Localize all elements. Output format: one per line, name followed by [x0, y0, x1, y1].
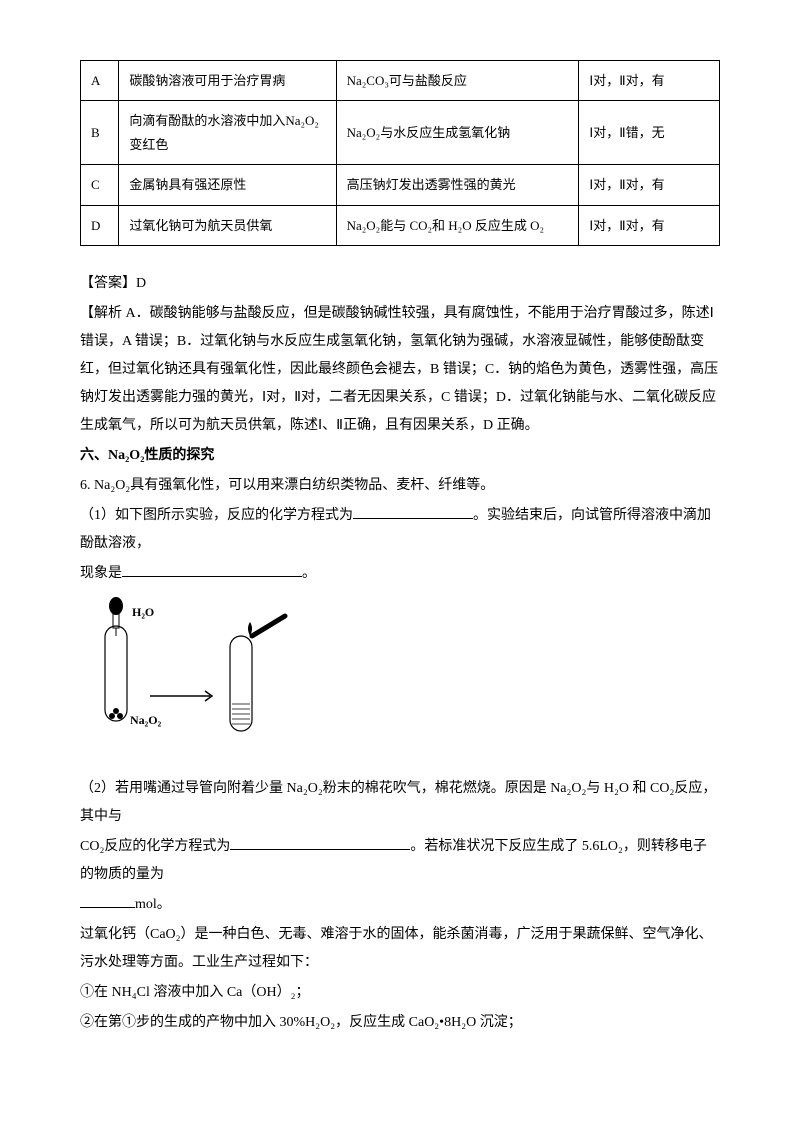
q6-part1: （1）如下图所示实验，反应的化学方程式为。实验结束后，向试管所得溶液中滴加酚酞溶… — [80, 502, 720, 558]
text: CO₂反应的化学方程式为 — [80, 839, 230, 854]
opt-label: B — [81, 101, 119, 165]
cell: Ⅰ对，Ⅱ对，有 — [579, 165, 720, 205]
cell: Ⅰ对，Ⅱ错，无 — [579, 101, 720, 165]
table-row: C 金属钠具有强还原性 高压钠灯发出透雾性强的黄光 Ⅰ对，Ⅱ对，有 — [81, 165, 720, 205]
q6-part2: （2）若用嘴通过导管向附着少量 Na₂O₂粉末的棉花吹气，棉花燃烧。原因是 Na… — [80, 775, 720, 831]
cell: Ⅰ对，Ⅱ对，有 — [579, 61, 720, 101]
opt-label: C — [81, 165, 119, 205]
step-2: ②在第①步的生成的产物中加入 30%H₂O₂，反应生成 CaO₂•8H₂O 沉淀… — [80, 1009, 720, 1037]
cell: Na₂CO₃可与盐酸反应 — [336, 61, 579, 101]
text: 。 — [302, 566, 316, 581]
opt-label: D — [81, 205, 119, 245]
text: （1）如下图所示实验，反应的化学方程式为 — [80, 508, 353, 523]
table-row: A 碳酸钠溶液可用于治疗胃病 Na₂CO₃可与盐酸反应 Ⅰ对，Ⅱ对，有 — [81, 61, 720, 101]
answer-label: 【答案】D — [80, 270, 720, 298]
fill-blank — [122, 562, 302, 577]
cell: 高压钠灯发出透雾性强的黄光 — [336, 165, 579, 205]
q6-part2b: CO₂反应的化学方程式为。若标准状况下反应生成了 5.6LO₂，则转移电子的物质… — [80, 833, 720, 889]
opt-label: A — [81, 61, 119, 101]
q6-part1b: 现象是 。 — [80, 560, 720, 588]
experiment-diagram: H₂O Na₂O₂ — [80, 596, 720, 767]
fill-blank — [353, 504, 473, 519]
section-title: 六、Na₂O₂性质的探究 — [80, 442, 720, 470]
cell: 碳酸钠溶液可用于治疗胃病 — [119, 61, 336, 101]
text: mol。 — [135, 897, 171, 912]
text: 现象是 — [80, 566, 122, 581]
cell: 向滴有酚酞的水溶液中加入Na₂O₂变红色 — [119, 101, 336, 165]
fill-blank — [230, 835, 410, 850]
cell: 过氧化钠可为航天员供氧 — [119, 205, 336, 245]
text: （2）若用嘴通过导管向附着少量 Na₂O₂粉末的棉花吹气，棉花燃烧。原因是 Na… — [80, 781, 716, 824]
q6-part2c: mol。 — [80, 891, 720, 919]
cao2-intro: 过氧化钙（CaO₂）是一种白色、无毒、难溶于水的固体，能杀菌消毒，广泛用于果蔬保… — [80, 921, 720, 977]
h2o-label: H₂O — [132, 605, 154, 619]
cell: 金属钠具有强还原性 — [119, 165, 336, 205]
step-1: ①在 NH₄Cl 溶液中加入 Ca（OH）₂； — [80, 979, 720, 1007]
na2o2-label: Na₂O₂ — [130, 713, 162, 727]
q6-intro: 6. Na₂O₂具有强氧化性，可以用来漂白纺织类物品、麦杆、纤维等。 — [80, 472, 720, 500]
table-row: B 向滴有酚酞的水溶液中加入Na₂O₂变红色 Na₂O₂与水反应生成氢氧化钠 Ⅰ… — [81, 101, 720, 165]
fill-blank — [80, 893, 135, 908]
cell: Na₂O₂能与 CO₂和 H₂O 反应生成 O₂ — [336, 205, 579, 245]
cell: Ⅰ对，Ⅱ对，有 — [579, 205, 720, 245]
cell: Na₂O₂与水反应生成氢氧化钠 — [336, 101, 579, 165]
analysis-text: 【解析 A．碳酸钠能够与盐酸反应，但是碳酸钠碱性较强，具有腐蚀性，不能用于治疗胃… — [80, 300, 720, 440]
table-row: D 过氧化钠可为航天员供氧 Na₂O₂能与 CO₂和 H₂O 反应生成 O₂ Ⅰ… — [81, 205, 720, 245]
options-table: A 碳酸钠溶液可用于治疗胃病 Na₂CO₃可与盐酸反应 Ⅰ对，Ⅱ对，有 B 向滴… — [80, 60, 720, 246]
